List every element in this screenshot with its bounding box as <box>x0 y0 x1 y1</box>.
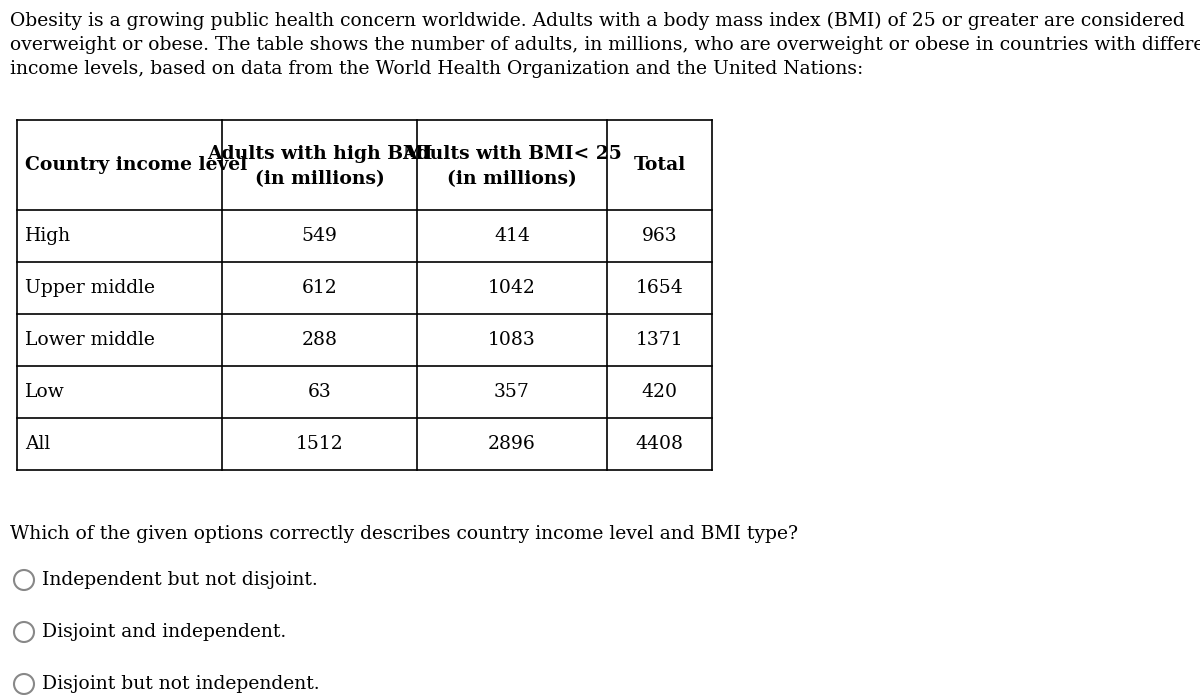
Text: 414: 414 <box>494 227 530 245</box>
Text: Adults with BMI< 25: Adults with BMI< 25 <box>402 145 622 163</box>
Text: (in millions): (in millions) <box>448 170 577 188</box>
Text: Obesity is a growing public health concern worldwide. Adults with a body mass in: Obesity is a growing public health conce… <box>10 12 1184 31</box>
Text: Low: Low <box>25 383 65 401</box>
Text: Disjoint but not independent.: Disjoint but not independent. <box>42 675 319 693</box>
Text: 4408: 4408 <box>636 435 684 453</box>
Text: overweight or obese. The table shows the number of adults, in millions, who are : overweight or obese. The table shows the… <box>10 36 1200 54</box>
Text: Lower middle: Lower middle <box>25 331 155 349</box>
Text: income levels, based on data from the World Health Organization and the United N: income levels, based on data from the Wo… <box>10 60 863 78</box>
Text: 288: 288 <box>301 331 337 349</box>
Text: Adults with high BMI: Adults with high BMI <box>206 145 432 163</box>
Text: 420: 420 <box>642 383 678 401</box>
Text: 1371: 1371 <box>636 331 683 349</box>
Text: 1654: 1654 <box>636 279 683 297</box>
Text: 612: 612 <box>301 279 337 297</box>
Text: 63: 63 <box>307 383 331 401</box>
Text: 2896: 2896 <box>488 435 536 453</box>
Text: 549: 549 <box>301 227 337 245</box>
Text: Country income level: Country income level <box>25 156 247 174</box>
Text: 1083: 1083 <box>488 331 536 349</box>
Text: 963: 963 <box>642 227 677 245</box>
Text: 1512: 1512 <box>295 435 343 453</box>
Text: Independent but not disjoint.: Independent but not disjoint. <box>42 571 318 589</box>
Text: All: All <box>25 435 50 453</box>
Text: (in millions): (in millions) <box>254 170 384 188</box>
Text: Which of the given options correctly describes country income level and BMI type: Which of the given options correctly des… <box>10 525 798 543</box>
Text: Disjoint and independent.: Disjoint and independent. <box>42 623 287 641</box>
Text: 357: 357 <box>494 383 530 401</box>
Text: High: High <box>25 227 71 245</box>
Text: Total: Total <box>634 156 685 174</box>
Text: Upper middle: Upper middle <box>25 279 155 297</box>
Text: 1042: 1042 <box>488 279 536 297</box>
